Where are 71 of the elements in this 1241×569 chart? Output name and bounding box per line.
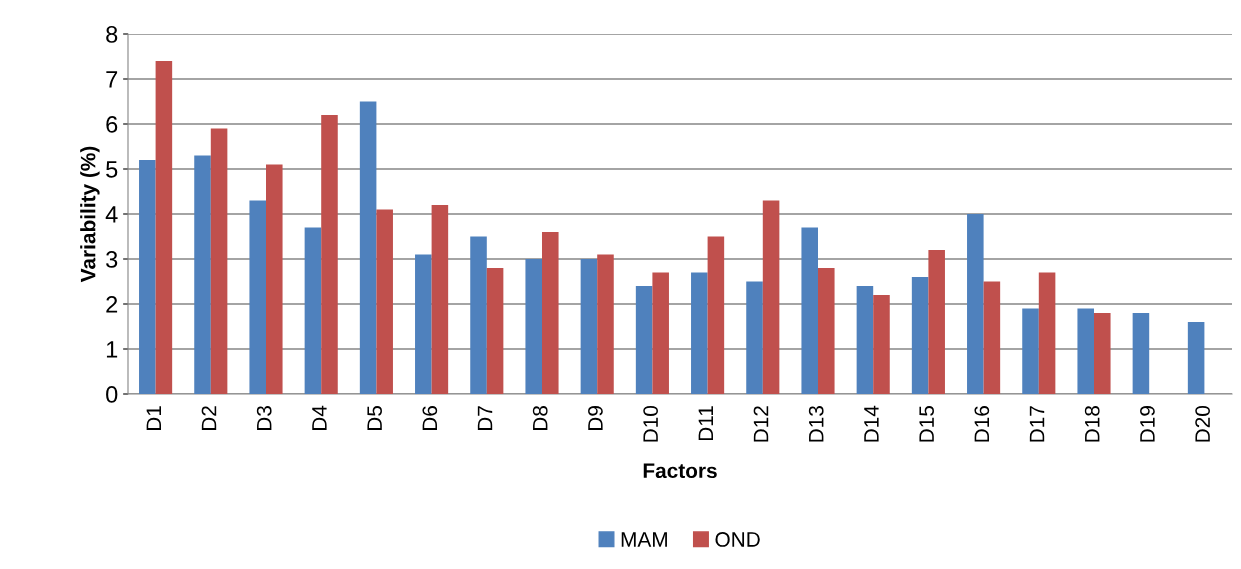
bar [856,286,874,394]
x-tick-label: D4 [312,405,327,431]
bar [1077,308,1094,394]
x-axis-title: Factors [643,463,717,479]
bar [597,254,614,394]
x-tick-label: D16 [974,406,990,442]
bar [470,236,487,394]
bar [1094,313,1111,394]
x-tick-label: D3 [256,406,272,431]
bar [818,268,835,394]
x-tick-label: D7 [477,406,493,431]
bar [1187,322,1205,394]
bar [911,277,929,394]
bar [486,268,504,394]
x-tick-label: D19 [1140,406,1155,442]
x-tick-label: D11 [698,406,713,441]
bar [139,160,156,394]
bar [266,164,283,394]
bar [1038,272,1056,394]
bar [691,272,708,394]
x-tick-label: D14 [864,405,879,442]
bar [415,254,432,394]
bar [746,281,763,394]
legend-label: MAM [621,532,667,547]
bar [928,250,945,394]
x-tick-label: D12 [753,406,769,442]
y-tick-label: 2 [106,296,118,313]
bar [542,232,559,394]
legend-label: OND [715,532,760,547]
bar [873,295,890,394]
bar [249,200,266,394]
y-tick-label: 5 [106,161,118,178]
bar [652,272,669,394]
bar [525,259,542,394]
y-tick-label: 6 [106,116,118,133]
x-tick-label: D13 [808,406,824,442]
x-tick-label: D10 [643,405,658,442]
y-tick-label: 0 [106,386,118,403]
bar [967,214,984,394]
x-tick-label: D9 [588,406,603,431]
bar [635,286,653,394]
y-tick-label: 7 [106,71,118,88]
bar [155,61,173,394]
bar [580,259,598,394]
bar [210,128,228,394]
bar [304,227,322,394]
y-tick-label: 8 [106,26,118,43]
bar [983,281,1001,394]
bar [194,155,211,394]
y-axis-title: Variability (%) [80,146,100,283]
x-tick-label: D8 [532,406,548,431]
bar [1132,313,1150,394]
y-tick-label: 4 [105,206,118,223]
bar [801,227,818,394]
x-tick-label: D15 [919,405,934,442]
bar [1022,308,1039,394]
bar [431,205,449,394]
bar [359,101,377,394]
x-tick-label: D17 [1029,406,1045,442]
bar [707,236,725,394]
y-tick-label: 1 [106,341,118,358]
bar [321,115,338,394]
x-tick-label: D1 [146,406,161,431]
x-tick-label: D6 [422,406,438,431]
x-tick-label: D5 [367,405,382,431]
y-tick-label: 3 [106,251,118,268]
x-tick-label: D2 [201,406,217,431]
bar [376,209,393,394]
x-tick-label: D20 [1195,405,1210,442]
x-tick-label: D18 [1084,406,1100,442]
bar [762,200,780,394]
